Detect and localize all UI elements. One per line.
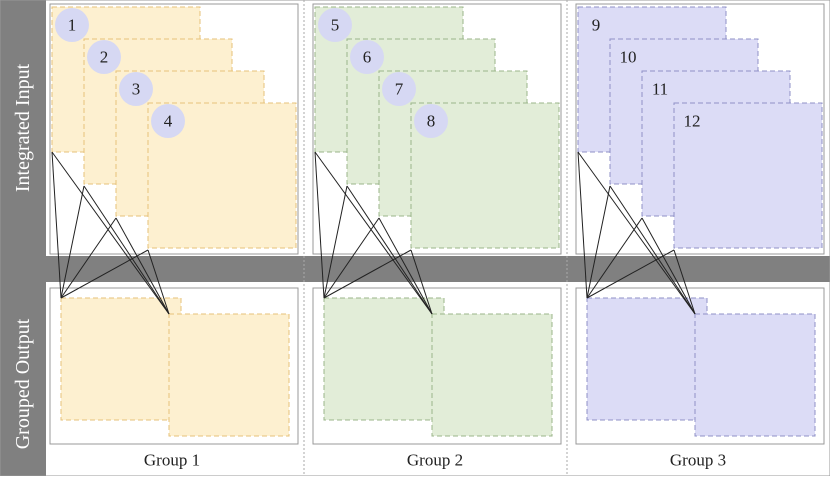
connection-line — [378, 217, 433, 315]
output-feature-map — [694, 313, 816, 437]
group-label: Group 2 — [407, 451, 463, 470]
feature-map-index: 3 — [132, 80, 141, 99]
connection-line — [60, 217, 117, 299]
connection-line — [51, 151, 170, 315]
connection-line — [60, 249, 149, 299]
feature-map-index: 7 — [395, 80, 404, 99]
index-badge — [151, 104, 185, 138]
output-feature-map — [60, 297, 182, 421]
index-badge — [119, 72, 153, 106]
index-badge — [382, 72, 416, 106]
feature-map-index: 4 — [164, 112, 173, 131]
connection-line — [577, 151, 588, 299]
output-feature-map — [586, 297, 708, 421]
index-badge — [318, 8, 352, 42]
connection-line — [586, 249, 675, 299]
connection-line — [673, 249, 696, 315]
group-1: 1 2 3 4 Group 1 — [49, 3, 299, 470]
middle-bar — [0, 256, 830, 282]
feature-map-index: 10 — [620, 48, 637, 67]
left-bar — [0, 0, 46, 476]
feature-map-index: 12 — [684, 112, 701, 131]
group-2: 5 6 7 8 Group 2 — [312, 3, 562, 470]
index-badge — [87, 40, 121, 74]
connection-line — [641, 217, 696, 315]
connection-line — [323, 249, 412, 299]
connection-line — [51, 151, 62, 299]
connection-line — [323, 217, 380, 299]
connection-line — [577, 151, 696, 315]
index-badge — [350, 40, 384, 74]
connection-line — [346, 185, 433, 315]
connection-line — [586, 217, 643, 299]
connection-line — [60, 185, 85, 299]
connection-line — [115, 217, 170, 315]
connection-line — [323, 185, 348, 299]
connection-line — [410, 249, 433, 315]
output-feature-map — [431, 313, 553, 437]
connection-line — [83, 185, 170, 315]
feature-map-index: 9 — [592, 16, 601, 35]
index-badge — [414, 104, 448, 138]
output-feature-map — [168, 313, 290, 437]
feature-map-index: 2 — [100, 48, 109, 67]
row-label-grouped-output: Grouped Output — [12, 318, 34, 449]
feature-map-index: 5 — [331, 16, 340, 35]
connection-line — [314, 151, 433, 315]
feature-map-index: 8 — [427, 112, 436, 131]
input-feature-map — [673, 102, 823, 249]
row-label-integrated-input: Integrated Input — [12, 63, 34, 192]
output-feature-map — [323, 297, 445, 421]
connection-line — [609, 185, 696, 315]
connection-line — [147, 249, 170, 315]
group-3: 9 10 11 12 Group 3 — [575, 3, 825, 470]
feature-map-index: 11 — [652, 80, 668, 99]
connection-line — [586, 185, 611, 299]
group-label: Group 3 — [670, 451, 726, 470]
feature-map-index: 1 — [68, 16, 77, 35]
group-label: Group 1 — [144, 451, 200, 470]
connection-line — [314, 151, 325, 299]
index-badge — [55, 8, 89, 42]
feature-map-index: 6 — [363, 48, 372, 67]
